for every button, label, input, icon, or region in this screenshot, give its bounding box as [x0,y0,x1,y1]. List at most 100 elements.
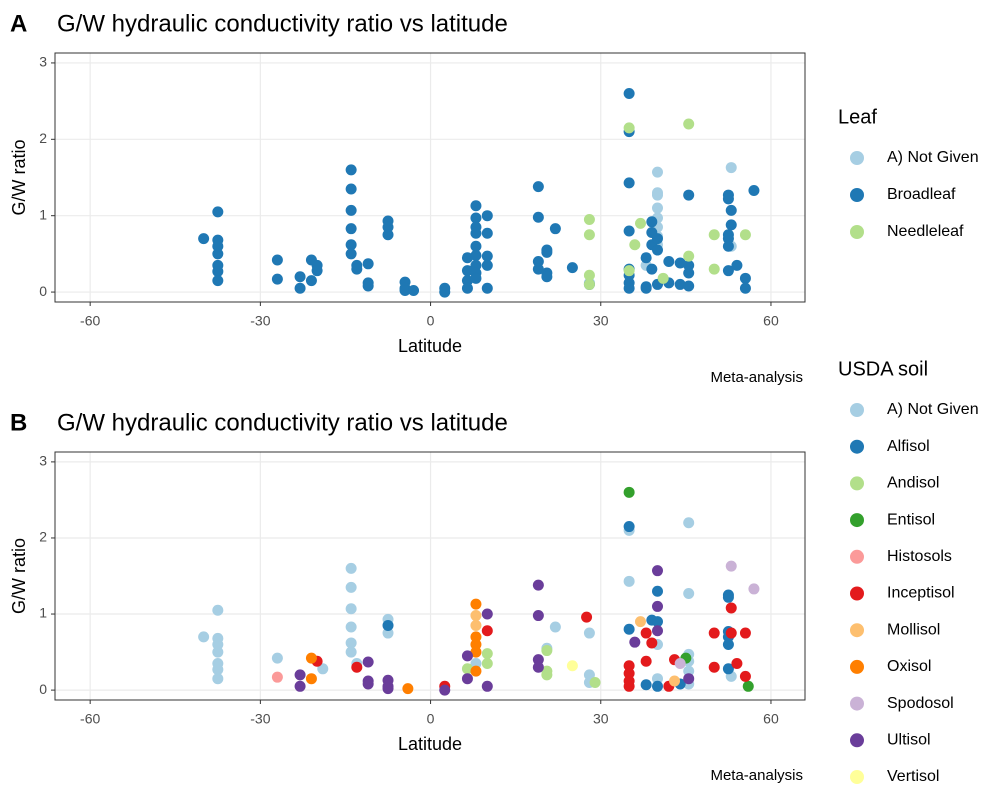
legend-key [850,586,864,601]
point [461,650,473,662]
point [470,598,482,610]
point [345,603,357,615]
legend-label: Entisol [887,511,935,528]
point [646,216,658,228]
x-axis-label: Latitude [398,734,462,754]
point [481,250,493,262]
point [461,282,473,294]
point [470,249,482,261]
point [674,257,686,269]
point [461,265,473,277]
point [589,677,601,689]
point [470,227,482,239]
legend-label: Alfisol [887,438,930,455]
point [382,683,394,695]
legend-key [850,659,864,674]
point [623,122,635,134]
point [532,579,544,591]
y-tick-label: 1 [39,206,47,222]
point [748,184,760,196]
panel-tag: B [10,409,27,436]
legend-label: A) Not Given [887,401,979,418]
point [481,227,493,239]
legend-key [850,623,864,638]
point [362,258,374,270]
point [708,627,720,639]
point [382,619,394,631]
point [651,673,663,685]
point [742,680,754,692]
legend-key [850,403,864,417]
point [663,256,675,268]
point [651,616,663,628]
legend-label: A) Not Given [887,149,979,166]
point [646,637,658,649]
point [640,655,652,667]
point [623,225,635,237]
point [669,675,681,687]
point [657,272,669,284]
point [634,616,646,628]
point [345,646,357,658]
point [623,660,635,672]
point [725,204,737,216]
point [212,248,224,260]
point [382,627,394,639]
legend-label: Vertisol [887,768,939,785]
y-tick-label: 2 [39,130,47,146]
x-tick-label: 60 [763,313,779,329]
x-tick-label: 60 [763,711,779,727]
legend-key [850,513,864,528]
point [532,610,544,622]
caption: Meta-analysis [710,767,803,784]
point [311,265,323,277]
point [345,637,357,649]
point [651,585,663,597]
point [362,656,374,668]
point [623,575,635,587]
point [362,280,374,292]
point [198,233,210,245]
point [351,263,363,275]
point [725,602,737,614]
point [683,587,695,599]
point [345,562,357,574]
point [640,627,652,639]
point [470,240,482,252]
legend-label: Oxisol [887,658,931,675]
point [583,269,595,281]
x-tick-label: 30 [593,313,609,329]
legend-label: Ultisol [887,732,931,749]
x-tick-label: 0 [427,313,435,329]
legend-key [850,549,864,564]
point [725,162,737,174]
point [566,262,578,274]
point [470,619,482,631]
point [470,638,482,650]
point [345,248,357,260]
point [722,265,734,277]
y-tick-label: 1 [39,605,47,621]
point [583,627,595,639]
point [722,591,734,603]
point [294,680,306,692]
point [623,623,635,635]
point [481,625,493,637]
point [212,673,224,685]
point [362,678,374,690]
point [271,652,283,664]
point [708,661,720,673]
point [683,280,695,292]
point [461,663,473,675]
point [651,233,663,245]
chart-title: G/W hydraulic conductivity ratio vs lati… [57,10,508,37]
y-tick-label: 0 [39,681,47,697]
point [382,229,394,241]
point [212,664,224,676]
x-tick-label: 30 [593,711,609,727]
point [651,166,663,178]
chart-title: G/W hydraulic conductivity ratio vs lati… [57,409,508,436]
point [725,219,737,231]
point [646,263,658,275]
point [470,259,482,271]
